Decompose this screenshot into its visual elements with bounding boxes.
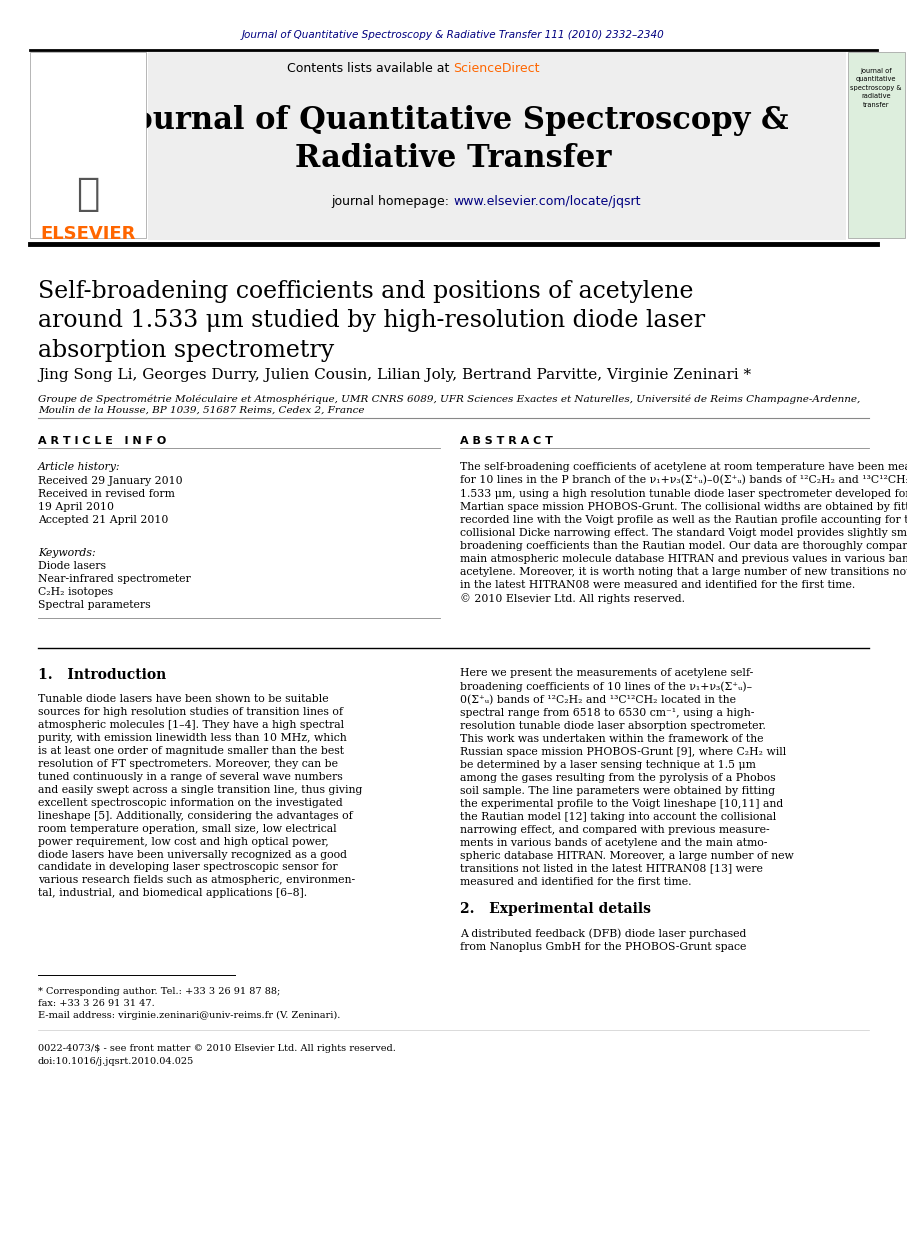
Text: Received in revised form: Received in revised form <box>38 489 175 499</box>
Text: 0022-4073/$ - see front matter © 2010 Elsevier Ltd. All rights reserved.: 0022-4073/$ - see front matter © 2010 El… <box>38 1044 395 1054</box>
Text: journal of
quantitative
spectroscopy &
radiative
transfer: journal of quantitative spectroscopy & r… <box>850 68 902 108</box>
Text: ScienceDirect: ScienceDirect <box>453 62 540 76</box>
Text: The self-broadening coefficients of acetylene at room temperature have been meas: The self-broadening coefficients of acet… <box>460 462 907 604</box>
Text: E-mail address: virginie.zeninari@univ-reims.fr (V. Zeninari).: E-mail address: virginie.zeninari@univ-r… <box>38 1011 340 1020</box>
Text: Diode lasers: Diode lasers <box>38 561 106 571</box>
Text: fax: +33 3 26 91 31 47.: fax: +33 3 26 91 31 47. <box>38 999 155 1008</box>
Text: C₂H₂ isotopes: C₂H₂ isotopes <box>38 587 113 597</box>
Text: Keywords:: Keywords: <box>38 548 95 558</box>
Text: ELSEVIER: ELSEVIER <box>40 225 136 243</box>
Text: 19 April 2010: 19 April 2010 <box>38 501 114 513</box>
Text: 🌳: 🌳 <box>76 175 100 213</box>
Text: Received 29 January 2010: Received 29 January 2010 <box>38 475 182 487</box>
Text: Contents lists available at: Contents lists available at <box>287 62 453 76</box>
Text: Journal of Quantitative Spectroscopy &
Radiative Transfer: Journal of Quantitative Spectroscopy & R… <box>118 105 788 175</box>
Text: Groupe de Spectrométrie Moléculaire et Atmosphérique, UMR CNRS 6089, UFR Science: Groupe de Spectrométrie Moléculaire et A… <box>38 394 860 415</box>
Text: doi:10.1016/j.jqsrt.2010.04.025: doi:10.1016/j.jqsrt.2010.04.025 <box>38 1057 194 1066</box>
Text: A R T I C L E   I N F O: A R T I C L E I N F O <box>38 436 166 446</box>
Text: 1.   Introduction: 1. Introduction <box>38 669 166 682</box>
Text: journal homepage:: journal homepage: <box>331 196 453 208</box>
Text: Journal of Quantitative Spectroscopy & Radiative Transfer 111 (2010) 2332–2340: Journal of Quantitative Spectroscopy & R… <box>241 30 664 40</box>
Text: Near-infrared spectrometer: Near-infrared spectrometer <box>38 574 190 584</box>
Text: Jing Song Li, Georges Durry, Julien Cousin, Lilian Joly, Bertrand Parvitte, Virg: Jing Song Li, Georges Durry, Julien Cous… <box>38 368 751 383</box>
Text: * Corresponding author. Tel.: +33 3 26 91 87 88;: * Corresponding author. Tel.: +33 3 26 9… <box>38 987 280 997</box>
Text: A B S T R A C T: A B S T R A C T <box>460 436 553 446</box>
Text: Article history:: Article history: <box>38 462 121 472</box>
Text: Self-broadening coefficients and positions of acetylene
around 1.533 μm studied : Self-broadening coefficients and positio… <box>38 280 705 361</box>
Text: Tunable diode lasers have been shown to be suitable
sources for high resolution : Tunable diode lasers have been shown to … <box>38 695 363 899</box>
Text: Accepted 21 April 2010: Accepted 21 April 2010 <box>38 515 169 525</box>
Text: Here we present the measurements of acetylene self-
broadening coefficients of 1: Here we present the measurements of acet… <box>460 669 794 886</box>
FancyBboxPatch shape <box>30 52 146 238</box>
Text: Spectral parameters: Spectral parameters <box>38 600 151 610</box>
Text: www.elsevier.com/locate/jqsrt: www.elsevier.com/locate/jqsrt <box>453 196 640 208</box>
Text: A distributed feedback (DFB) diode laser purchased
from Nanoplus GmbH for the PH: A distributed feedback (DFB) diode laser… <box>460 928 746 952</box>
Text: 2.   Experimental details: 2. Experimental details <box>460 903 651 916</box>
FancyBboxPatch shape <box>848 52 905 238</box>
FancyBboxPatch shape <box>148 52 846 240</box>
